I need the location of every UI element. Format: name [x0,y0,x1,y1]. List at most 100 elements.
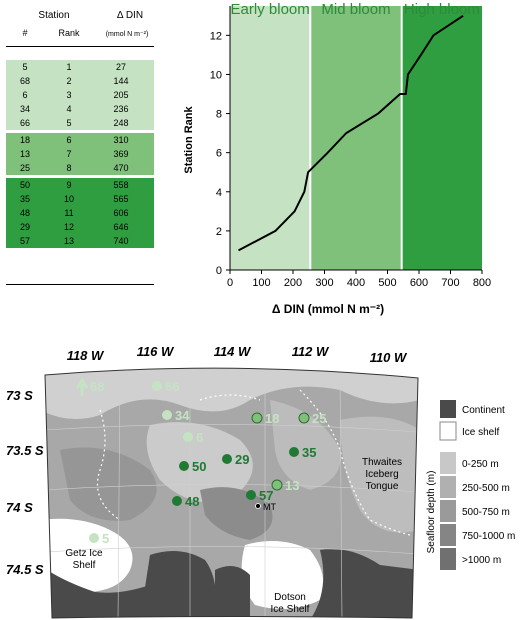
depth-label: >1000 m [462,555,501,566]
station-marker [152,381,162,391]
table-row: 34 4 236 [6,102,154,116]
din-cell: 558 [113,180,129,190]
station-cell: 48 [19,208,30,218]
station-marker [251,412,263,424]
x-tick-label: 700 [441,277,459,289]
station-label: 57 [259,488,273,503]
station-marker [222,454,232,464]
bloom-bands: Early bloom Mid bloom High bloom [230,1,482,270]
bloom-band-label: High bloom [404,1,480,18]
station-cell: 57 [19,236,30,246]
din-cell: 606 [113,208,129,218]
depth-swatch [440,452,456,474]
station-cell: 35 [19,194,30,204]
longitude-label: 110 W [370,350,408,365]
din-cell: 369 [113,149,129,159]
continent-east [310,549,418,618]
rank-cell: 13 [63,236,74,246]
y-tick-label: 8 [216,109,222,121]
depth-swatch [440,524,456,546]
station-cell: 29 [19,222,30,232]
depth-legend-title: Seafloor depth (m) [426,471,437,554]
table-row: 25 8 470 [6,161,154,175]
station-cell: 34 [19,104,30,114]
din-cell: 565 [113,194,129,204]
rank-cell: 10 [63,194,74,204]
y-tick-label: 2 [216,226,222,238]
x-tick-label: 0 [227,277,233,289]
depth-label: 750-1000 m [462,531,515,542]
station-label: 18 [265,411,279,426]
x-tick-label: 200 [284,277,302,289]
rank-cell: 7 [66,149,72,159]
y-tick-label: 0 [216,265,222,277]
getz-ice-shelf [45,518,133,592]
thwaites-label: Iceberg [365,469,398,480]
deep-trough-west [60,447,157,521]
ice-edge-dotted [96,389,411,536]
din-cell: 27 [115,62,126,72]
map-frame [45,368,418,618]
getz-ice-shelf-label: Getz Ice [65,548,103,559]
station-cell: 13 [19,149,30,159]
table-row: 6 3 205 [6,88,154,102]
rank-cell: 12 [63,222,74,232]
depth-label: 0-250 m [462,459,499,470]
station-label: 50 [192,459,206,474]
continent-central [140,551,217,618]
table-row: 29 12 646 [6,220,154,234]
shallow-region-north [45,368,418,419]
continent-swatch [440,400,456,418]
rank-line [238,14,464,252]
station-marker [179,461,189,471]
table-row: 35 10 565 [6,192,154,206]
station-label: 66 [165,379,179,394]
x-tick-label: 800 [473,277,491,289]
y-tick-label: 12 [210,30,222,42]
dotson-ice-shelf-label: Ice Shelf [271,604,310,615]
rank-header: Rank [58,28,80,38]
map-legend: Continent Ice shelf 0-250 m 250-500 m 500-75… [426,400,515,570]
rank-cell: 9 [66,180,72,190]
station-number-header: # [22,28,28,38]
table-row: 48 11 606 [6,206,154,220]
x-tick-label: 400 [347,277,365,289]
station-cell: 50 [19,180,30,190]
station-label: 48 [185,494,199,509]
station-label: 34 [175,408,190,423]
station-cell: 6 [22,90,28,100]
study-area-map: 118 W 116 W 114 W 112 W 110 W 73 S 73.5 S 74 S 7… [6,344,515,619]
table-row: 18 6 310 [6,133,154,147]
station-table: Station Δ DIN # Rank (mmol N m⁻²) 5 1 27 68… [0,0,160,300]
din-unit-header: (mmol N m⁻²) [105,31,149,38]
x-axis-label: Δ DIN (mmol N m⁻²) [272,302,384,316]
station-marker [289,447,299,457]
station-marker [183,432,193,442]
station-cell: 25 [19,163,30,173]
bloom-band-label: Early bloom [231,1,310,18]
latitude-label: 74.5 S [6,562,44,577]
continent-dotson-west [215,566,250,618]
rank-cell: 2 [66,76,72,86]
din-cell: 205 [113,90,129,100]
rank-cell: 3 [66,90,72,100]
station-marker [162,410,172,420]
latitude-label: 73.5 S [6,443,44,458]
graticule [45,368,418,618]
rank-cell: 5 [66,118,72,128]
rank-cell: 11 [64,208,74,218]
din-rank-chart: Early bloom Mid bloom High bloom 0 100 200 30… [183,1,491,316]
mt-label: MT [263,502,276,512]
depth-label: 500-750 m [462,507,510,518]
din-cell: 740 [113,236,129,246]
x-tick-label: 600 [410,277,428,289]
station-marker [298,412,310,424]
rank-cell: 1 [66,62,72,72]
shallow-region-thwaites [340,416,418,533]
getz-ice-shelf-label: Shelf [73,560,96,571]
table-row: 50 9 558 [6,178,154,192]
latitude-label: 74 S [6,500,33,515]
din-cell: 144 [113,76,129,86]
y-tick-label: 4 [216,187,222,199]
